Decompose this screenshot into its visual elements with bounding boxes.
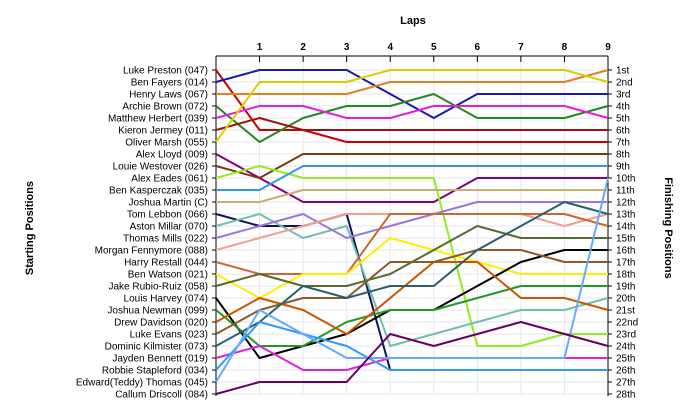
finishing-position-label: 16th	[616, 246, 635, 257]
x-tick-label: 9	[605, 42, 611, 53]
finishing-position-label: 6th	[616, 126, 630, 137]
starting-position-label: Edward(Teddy) Thomas (045)	[76, 378, 208, 389]
finishing-position-label: 19th	[616, 282, 635, 293]
starting-position-label: Joshua Newman (099)	[107, 306, 208, 317]
finishing-position-label: 20th	[616, 294, 635, 305]
x-tick-label: 8	[562, 42, 568, 53]
finishing-position-label: 10th	[616, 174, 635, 185]
x-axis-title: Laps	[400, 15, 426, 27]
finishing-position-label: 21st	[616, 306, 635, 317]
series-line	[216, 69, 609, 95]
finishing-position-label: 23rd	[616, 330, 636, 341]
series-line	[215, 117, 608, 131]
starting-position-label: Luke Evans (023)	[130, 330, 208, 341]
starting-position-label: Ben Fayers (014)	[131, 78, 208, 89]
finishing-position-label: 13th	[616, 210, 635, 221]
finishing-position-label: 25th	[616, 354, 635, 365]
series-line	[215, 93, 609, 143]
starting-position-label: Callum Driscoll (084)	[115, 390, 208, 401]
starting-position-label: Ben Watson (021)	[128, 270, 208, 281]
finishing-position-label: 12th	[616, 198, 635, 209]
starting-position-label: Jayden Bennett (019)	[112, 354, 208, 365]
finishing-position-label: 5th	[616, 114, 630, 125]
finishing-position-label: 1st	[616, 66, 630, 77]
y-axis-left-title: Starting Positions	[24, 181, 36, 275]
starting-position-label: Aston Millar (070)	[130, 222, 208, 233]
starting-position-label: Henry Laws (067)	[129, 90, 208, 101]
starting-position-label: Alex Lloyd (009)	[136, 150, 208, 161]
series-line	[215, 321, 608, 371]
x-tick-label: 7	[518, 42, 524, 53]
finishing-position-label: 9th	[616, 162, 630, 173]
finishing-position-label: 15th	[616, 234, 635, 245]
series-line	[215, 105, 609, 119]
starting-position-label: Thomas Mills (022)	[123, 234, 208, 245]
finishing-position-label: 14th	[616, 222, 635, 233]
finishing-position-label: 26th	[616, 366, 635, 377]
series-line	[216, 165, 608, 191]
finishing-position-label: 7th	[616, 138, 630, 149]
x-tick-label: 1	[257, 42, 263, 53]
series-line	[215, 321, 609, 395]
finishing-position-label: 17th	[616, 258, 635, 269]
series-line	[215, 249, 608, 359]
series-line	[215, 225, 608, 287]
series-line	[215, 153, 608, 203]
finishing-position-label: 24th	[616, 342, 635, 353]
starting-position-label: Dominic Kilmister (073)	[105, 342, 208, 353]
series-line	[215, 177, 609, 383]
series-line	[215, 237, 608, 299]
series-layer	[215, 69, 609, 395]
x-tick-label: 4	[387, 42, 393, 53]
series-line	[215, 153, 608, 179]
starting-position-label: Joshua Martin (C)	[129, 198, 208, 209]
series-line	[215, 69, 608, 119]
finishing-position-label: 8th	[616, 150, 630, 161]
starting-position-label: Drew Davidson (020)	[114, 318, 208, 329]
starting-position-label: Robbie Stapleford (034)	[102, 366, 208, 377]
finishing-position-label: 18th	[616, 270, 635, 281]
series-line	[216, 189, 608, 203]
starting-position-label: Tom Lebbon (066)	[127, 210, 208, 221]
x-tick-label: 6	[475, 42, 481, 53]
x-tick-label: 2	[300, 42, 306, 53]
starting-position-label: Luke Preston (047)	[123, 66, 208, 77]
finishing-position-label: 2nd	[616, 78, 633, 89]
series-line	[215, 285, 608, 347]
starting-position-label: Louie Westover (026)	[113, 162, 208, 173]
finishing-position-label: 4th	[616, 102, 630, 113]
finishing-position-label: 28th	[616, 390, 635, 401]
starting-position-label: Ben Kasperczak (035)	[109, 186, 208, 197]
series-line	[215, 165, 608, 347]
series-line	[215, 69, 609, 143]
x-tick-label: 5	[431, 42, 437, 53]
starting-position-label: Jake Rubio-Ruiz (058)	[109, 282, 209, 293]
starting-position-label: Alex Eades (061)	[131, 174, 208, 185]
finishing-position-label: 11th	[616, 186, 635, 197]
starting-position-label: Matthew Herbert (039)	[108, 114, 208, 125]
starting-position-label: Harry Restall (044)	[124, 258, 208, 269]
starting-position-label: Kieron Jermey (011)	[118, 126, 208, 137]
series-line	[215, 201, 608, 239]
x-tick-label: 3	[344, 42, 350, 53]
finishing-position-label: 22nd	[616, 318, 638, 329]
label-layer: 1 2 3 4 5 6 7 8 9 Luke Preston (047)Ben Fayers (0…	[76, 42, 638, 401]
starting-position-label: Archie Brown (072)	[122, 102, 208, 113]
series-line	[215, 249, 608, 335]
y-axis-right-title: Finishing Positions	[662, 177, 674, 278]
starting-position-label: Morgan Fennymore (088)	[95, 246, 208, 257]
starting-position-label: Oliver Marsh (055)	[125, 138, 208, 149]
finishing-position-label: 3rd	[616, 90, 630, 101]
finishing-position-label: 27th	[616, 378, 635, 389]
series-line	[215, 201, 609, 347]
starting-position-label: Louis Harvey (074)	[124, 294, 208, 305]
